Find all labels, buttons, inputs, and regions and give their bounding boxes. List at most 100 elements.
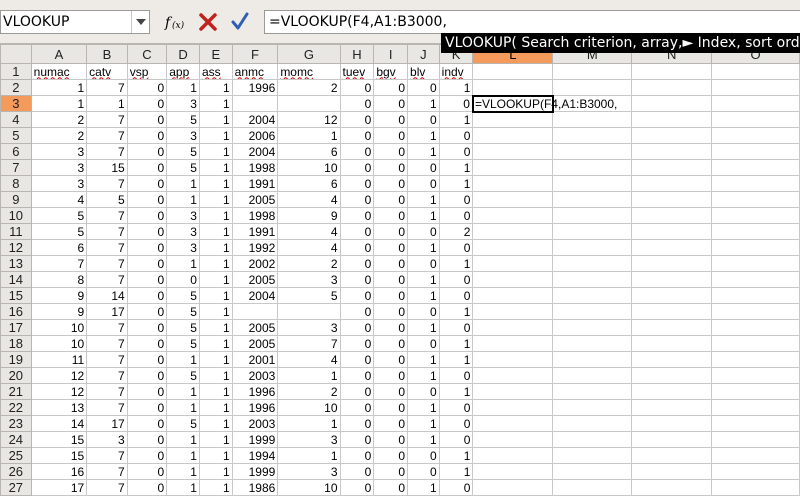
cell[interactable] <box>711 159 800 176</box>
cell[interactable] <box>711 79 800 96</box>
cell[interactable]: 7 <box>86 207 128 224</box>
cell[interactable]: 12 <box>30 383 88 400</box>
cell[interactable]: 14 <box>30 415 88 432</box>
row-header[interactable]: 2 <box>0 79 32 96</box>
cell[interactable]: 0 <box>438 319 474 336</box>
cell[interactable]: 0 <box>126 143 168 160</box>
cell[interactable]: 0 <box>339 127 375 144</box>
cell[interactable]: 1 <box>407 399 440 416</box>
cell[interactable] <box>552 255 633 272</box>
cell[interactable]: 0 <box>339 207 375 224</box>
column-header-b[interactable]: B <box>86 44 128 64</box>
cell[interactable] <box>472 415 554 432</box>
cell[interactable]: 5 <box>166 287 200 304</box>
cell[interactable]: 1 <box>198 271 233 288</box>
cell[interactable]: 3 <box>277 463 341 480</box>
cell[interactable]: 0 <box>373 319 409 336</box>
cell[interactable]: 10 <box>277 159 341 176</box>
cell[interactable]: 0 <box>339 239 375 256</box>
cell[interactable]: 0 <box>438 127 474 144</box>
cell[interactable]: 2004 <box>231 143 279 160</box>
cell[interactable]: 3 <box>277 319 341 336</box>
cell[interactable]: 0 <box>407 79 440 96</box>
cell[interactable] <box>472 223 554 240</box>
cell[interactable]: 1 <box>198 431 233 448</box>
cell[interactable]: 0 <box>126 207 168 224</box>
cell[interactable]: 0 <box>373 79 409 96</box>
cell[interactable]: 0 <box>373 271 409 288</box>
cell[interactable]: 7 <box>86 463 128 480</box>
cell[interactable]: 7 <box>86 351 128 368</box>
cell[interactable]: 1 <box>407 351 440 368</box>
cell[interactable] <box>631 399 713 416</box>
cell[interactable]: 1 <box>407 367 440 384</box>
cell[interactable]: 0 <box>126 175 168 192</box>
cell[interactable] <box>552 303 633 320</box>
cell[interactable]: 7 <box>86 383 128 400</box>
cell[interactable]: 1 <box>198 223 233 240</box>
cell[interactable] <box>552 175 633 192</box>
cell[interactable]: 3 <box>30 159 88 176</box>
cell[interactable]: 2 <box>277 255 341 272</box>
row-header[interactable]: 21 <box>0 383 32 400</box>
cell[interactable] <box>552 399 633 416</box>
cell[interactable]: 2 <box>277 79 341 96</box>
cell[interactable]: 1 <box>407 239 440 256</box>
cell[interactable] <box>711 111 800 128</box>
cell[interactable]: 1 <box>277 415 341 432</box>
cell[interactable]: 0 <box>126 191 168 208</box>
cell[interactable]: 1 <box>198 335 233 352</box>
cell[interactable]: 17 <box>86 303 128 320</box>
cell[interactable]: 2004 <box>231 111 279 128</box>
cell[interactable]: 0 <box>339 175 375 192</box>
cell[interactable]: 1 <box>198 207 233 224</box>
row-header[interactable]: 18 <box>0 335 32 352</box>
cell[interactable] <box>711 207 800 224</box>
cell[interactable]: 9 <box>30 303 88 320</box>
cell[interactable]: 1 <box>198 239 233 256</box>
function-wizard-icon[interactable]: f (x) <box>162 10 188 34</box>
row-header[interactable]: 7 <box>0 159 32 176</box>
cell[interactable]: 0 <box>339 431 375 448</box>
cell[interactable] <box>552 63 633 80</box>
cell[interactable]: 16 <box>30 463 88 480</box>
cell[interactable]: 0 <box>126 159 168 176</box>
cell[interactable]: 8 <box>30 271 88 288</box>
cell[interactable]: 0 <box>438 479 474 496</box>
cell[interactable]: 1 <box>407 431 440 448</box>
row-header[interactable]: 24 <box>0 431 32 448</box>
cell[interactable]: 11 <box>30 351 88 368</box>
cell[interactable]: 1 <box>438 79 474 96</box>
cell[interactable]: 1 <box>198 479 233 496</box>
cell[interactable]: 0 <box>407 335 440 352</box>
cell[interactable]: app <box>166 63 200 80</box>
row-header[interactable]: 23 <box>0 415 32 432</box>
cell[interactable] <box>631 239 713 256</box>
column-header-j[interactable]: J <box>407 44 440 64</box>
cell[interactable]: 2 <box>277 383 341 400</box>
cell[interactable] <box>277 95 341 112</box>
cell[interactable]: 1 <box>198 351 233 368</box>
cell[interactable]: 0 <box>438 271 474 288</box>
cell[interactable]: 0 <box>373 255 409 272</box>
row-header[interactable]: 27 <box>0 479 32 496</box>
cell[interactable]: 6 <box>277 143 341 160</box>
cell[interactable] <box>711 239 800 256</box>
cell[interactable]: 2004 <box>231 287 279 304</box>
cell[interactable]: 1 <box>438 255 474 272</box>
cell[interactable]: 1 <box>166 431 200 448</box>
cell[interactable]: 1996 <box>231 383 279 400</box>
cell[interactable]: 7 <box>86 239 128 256</box>
cell[interactable] <box>472 335 554 352</box>
cell[interactable]: 7 <box>86 447 128 464</box>
cell[interactable]: 1 <box>407 191 440 208</box>
cell[interactable] <box>472 271 554 288</box>
cell[interactable] <box>552 367 633 384</box>
cell[interactable]: 1 <box>438 335 474 352</box>
cell[interactable]: 7 <box>86 111 128 128</box>
cell[interactable] <box>631 383 713 400</box>
cell[interactable]: 4 <box>277 351 341 368</box>
cell[interactable] <box>631 111 713 128</box>
cell[interactable]: 3 <box>166 239 200 256</box>
cell[interactable] <box>631 255 713 272</box>
